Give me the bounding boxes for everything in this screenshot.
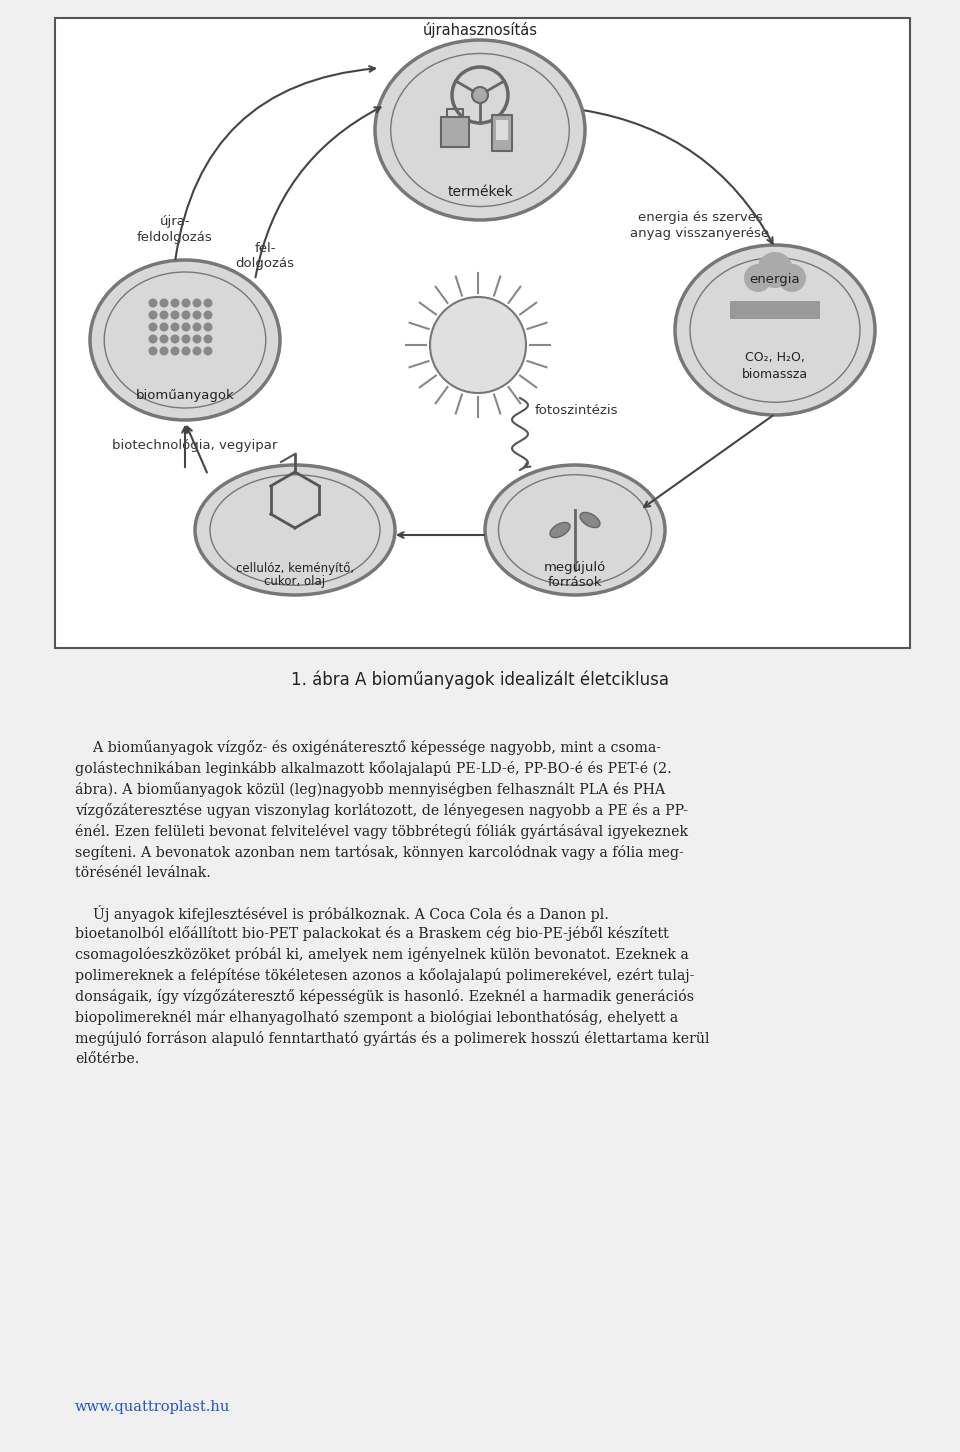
Ellipse shape xyxy=(90,260,280,420)
Ellipse shape xyxy=(195,465,395,595)
Text: anyag visszanyerése: anyag visszanyerése xyxy=(631,228,770,241)
Text: megújuló: megújuló xyxy=(544,562,606,575)
Text: megújuló forráson alapuló fenntartható gyártás és a polimerek hosszú élettartama: megújuló forráson alapuló fenntartható g… xyxy=(75,1031,709,1045)
Text: A bioműanyagok vízgőz- és oxigénáteresztő képessége nagyobb, mint a csoma-: A bioműanyagok vízgőz- és oxigénátereszt… xyxy=(75,741,661,755)
Circle shape xyxy=(204,334,212,344)
Circle shape xyxy=(472,87,488,103)
Circle shape xyxy=(193,322,202,331)
Ellipse shape xyxy=(580,513,600,527)
Text: biotechnológia, vegyipar: biotechnológia, vegyipar xyxy=(112,439,277,452)
Circle shape xyxy=(181,322,190,331)
Text: biomassza: biomassza xyxy=(742,367,808,380)
Bar xyxy=(441,118,469,147)
Text: 1. ábra A bioműanyagok idealizált életciklusa: 1. ábra A bioműanyagok idealizált életci… xyxy=(291,671,669,690)
Text: újra-: újra- xyxy=(159,215,190,228)
Circle shape xyxy=(430,298,526,393)
Circle shape xyxy=(171,299,180,308)
Text: törésénél leválnak.: törésénél leválnak. xyxy=(75,865,211,880)
Circle shape xyxy=(181,299,190,308)
Bar xyxy=(496,121,508,139)
Text: csomagolóeszközöket próbál ki, amelyek nem igényelnek külön bevonatot. Ezeknek a: csomagolóeszközöket próbál ki, amelyek n… xyxy=(75,947,688,963)
Circle shape xyxy=(149,299,157,308)
Text: fel-: fel- xyxy=(254,241,276,254)
Text: energia: energia xyxy=(750,273,801,286)
Circle shape xyxy=(193,347,202,356)
Text: bioműanyagok: bioműanyagok xyxy=(135,389,234,402)
Circle shape xyxy=(204,347,212,356)
Circle shape xyxy=(204,322,212,331)
Circle shape xyxy=(204,299,212,308)
Circle shape xyxy=(193,334,202,344)
Text: www.quattroplast.hu: www.quattroplast.hu xyxy=(75,1400,230,1414)
Ellipse shape xyxy=(675,245,875,415)
Circle shape xyxy=(181,347,190,356)
Text: fotoszintézis: fotoszintézis xyxy=(535,404,618,417)
Text: bioetanolból előállított bio-PET palackokat és a Braskem cég bio-PE-jéből készít: bioetanolból előállított bio-PET palacko… xyxy=(75,926,669,941)
Text: cukor, olaj: cukor, olaj xyxy=(264,575,325,588)
Circle shape xyxy=(171,347,180,356)
Circle shape xyxy=(171,334,180,344)
Circle shape xyxy=(149,347,157,356)
Text: Új anyagok kifejlesztésével is próbálkoznak. A Coca Cola és a Danon pl.: Új anyagok kifejlesztésével is próbálkoz… xyxy=(75,905,609,922)
Text: előtérbe.: előtérbe. xyxy=(75,1053,139,1066)
Circle shape xyxy=(171,322,180,331)
Ellipse shape xyxy=(550,523,570,537)
Text: donságaik, így vízgőzáteresztő képességük is hasonló. Ezeknél a harmadik generác: donságaik, így vízgőzáteresztő képességü… xyxy=(75,989,694,1003)
Text: biopolimereknél már elhanyagolható szempont a biológiai lebonthatóság, ehelyett : biopolimereknél már elhanyagolható szemp… xyxy=(75,1011,678,1025)
Text: feldolgozás: feldolgozás xyxy=(137,231,213,244)
Text: segíteni. A bevonatok azonban nem tartósak, könnyen karcolódnak vagy a fólia meg: segíteni. A bevonatok azonban nem tartós… xyxy=(75,845,684,860)
Circle shape xyxy=(193,299,202,308)
FancyArrow shape xyxy=(730,301,820,319)
Text: golástechnikában leginkább alkalmazott kőolajalapú PE-LD-é, PP-BO-é és PET-é (2.: golástechnikában leginkább alkalmazott k… xyxy=(75,761,672,775)
Circle shape xyxy=(171,311,180,319)
Text: dolgozás: dolgozás xyxy=(235,257,295,270)
Bar xyxy=(55,17,910,648)
Circle shape xyxy=(149,334,157,344)
Circle shape xyxy=(757,253,793,287)
Circle shape xyxy=(149,322,157,331)
Circle shape xyxy=(193,311,202,319)
Circle shape xyxy=(204,311,212,319)
Circle shape xyxy=(159,347,169,356)
Text: polimereknek a felépítése tökéletesen azonos a kőolajalapú polimerekével, ezért : polimereknek a felépítése tökéletesen az… xyxy=(75,968,694,983)
Text: vízgőzáteresztése ugyan viszonylag korlátozott, de lényegesen nagyobb a PE és a : vízgőzáteresztése ugyan viszonylag korlá… xyxy=(75,803,688,817)
Bar xyxy=(492,115,512,151)
Text: énél. Ezen felületi bevonat felvitelével vagy többrétegú fóliák gyártásával igye: énél. Ezen felületi bevonat felvitelével… xyxy=(75,823,688,839)
Circle shape xyxy=(181,334,190,344)
Circle shape xyxy=(159,311,169,319)
Circle shape xyxy=(159,322,169,331)
Circle shape xyxy=(159,334,169,344)
Text: CO₂, H₂O,: CO₂, H₂O, xyxy=(745,351,804,364)
Circle shape xyxy=(159,299,169,308)
Text: cellulóz, keményítő,: cellulóz, keményítő, xyxy=(236,562,354,575)
Circle shape xyxy=(778,264,806,292)
Circle shape xyxy=(744,264,772,292)
Circle shape xyxy=(181,311,190,319)
Ellipse shape xyxy=(485,465,665,595)
Text: források: források xyxy=(548,575,602,588)
Text: újrahasznosítás: újrahasznosítás xyxy=(422,22,538,38)
Circle shape xyxy=(149,311,157,319)
Ellipse shape xyxy=(375,41,585,221)
Text: ábra). A bioműanyagok közül (leg)nagyobb mennyiségben felhasznált PLA és PHA: ábra). A bioműanyagok közül (leg)nagyobb… xyxy=(75,783,665,797)
Text: termékek: termékek xyxy=(447,184,513,199)
Text: energia és szerves: energia és szerves xyxy=(637,212,762,225)
